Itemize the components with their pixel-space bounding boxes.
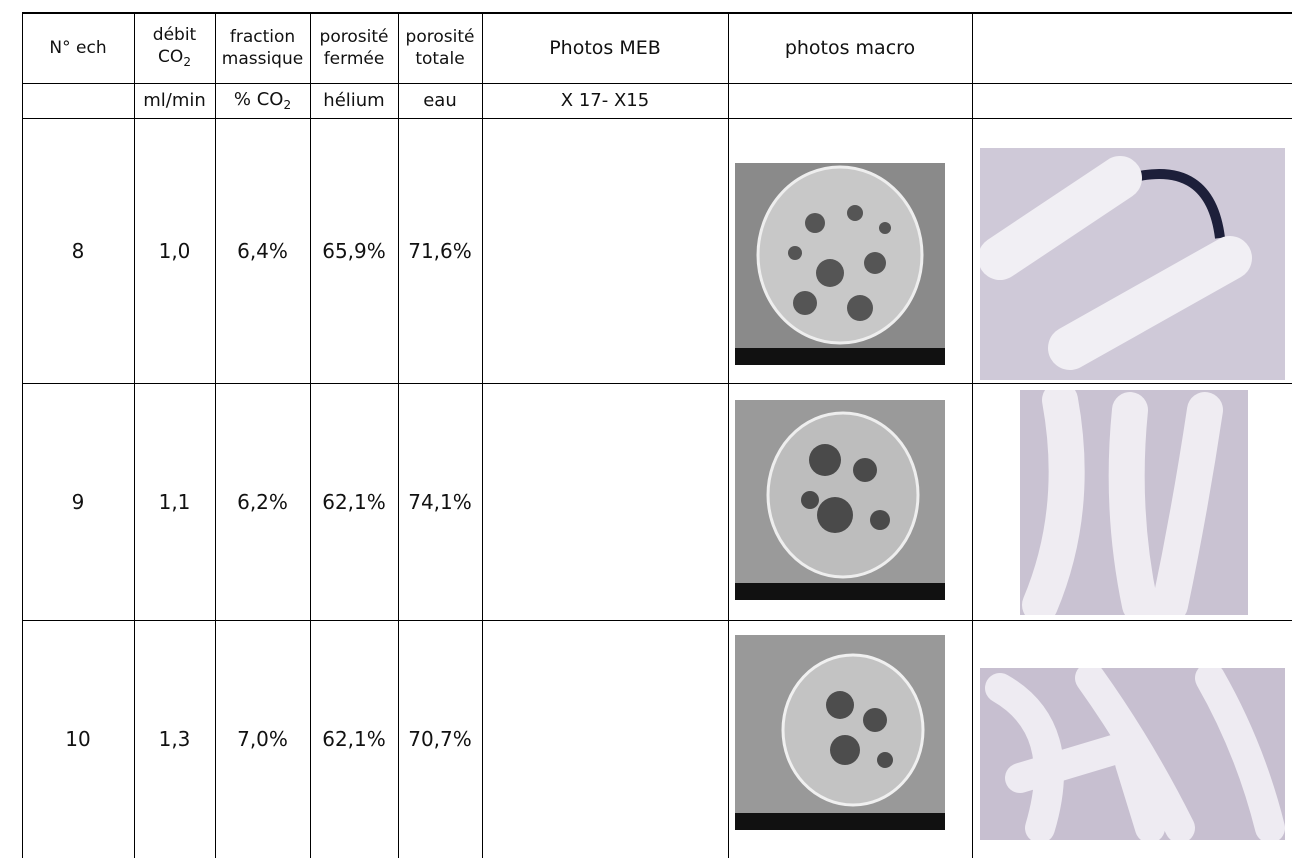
cell-value: 8 [71, 238, 85, 263]
data-cell: 1,1 [134, 383, 215, 620]
header-text: massique [221, 49, 304, 69]
data-cell: 70,7% [398, 620, 482, 858]
unit-cell: eau [398, 83, 482, 118]
header-line: CO2 [158, 46, 191, 73]
unit-line: X 17- X15 [561, 90, 649, 111]
data-cell: 65,9% [310, 118, 398, 383]
cell-value: 1,1 [158, 489, 191, 514]
header-line: débit [153, 24, 196, 46]
cell-value: 1,0 [158, 238, 191, 263]
header-line: fraction [230, 26, 295, 48]
header-cell: N° ech [22, 13, 134, 83]
data-cell: 9 [22, 383, 134, 620]
macro-photo [980, 148, 1285, 380]
sem-photo [735, 163, 945, 365]
unit-line: eau [423, 90, 457, 111]
header-line: fermée [324, 48, 385, 70]
subscript: 2 [283, 98, 292, 112]
col-border [22, 13, 23, 858]
row-border [22, 620, 1292, 621]
row-border [22, 83, 1292, 84]
col-border [310, 13, 311, 858]
header-text: photos macro [784, 37, 916, 59]
data-cell: 1,0 [134, 118, 215, 383]
header-cell: porosité totale [398, 13, 482, 83]
header-cell: Photos MEB [482, 13, 728, 83]
macro-photo [980, 668, 1285, 840]
header-cell: porosité fermée [310, 13, 398, 83]
header-line: massique [222, 48, 303, 70]
data-cell: 62,1% [310, 620, 398, 858]
data-cell: 1,3 [134, 620, 215, 858]
cell-value: 74,1% [408, 489, 472, 514]
unit-cell: hélium [310, 83, 398, 118]
header-line: N° ech [49, 37, 106, 59]
header-text: Photos MEB [549, 37, 661, 59]
sem-photo [735, 635, 945, 830]
unit-text: X 17- X15 [560, 90, 650, 111]
row-border [22, 118, 1292, 119]
data-cell: 7,0% [215, 620, 310, 858]
header-text: débit [152, 24, 197, 45]
cell-value: 71,6% [408, 238, 472, 263]
header-text: porosité [319, 27, 389, 47]
header-text: fermée [323, 49, 385, 69]
col-border [398, 13, 399, 858]
macro-photo [1020, 390, 1248, 615]
header-line: porosité [320, 26, 389, 48]
data-cell: 62,1% [310, 383, 398, 620]
unit-text: eau [423, 90, 457, 111]
cell-value: 9 [71, 489, 85, 514]
data-cell: 6,2% [215, 383, 310, 620]
subscript: 2 [183, 54, 191, 69]
cell-value: 70,7% [408, 727, 472, 751]
col-border [972, 13, 973, 858]
header-text: totale [415, 49, 465, 69]
unit-text: ml/min [143, 90, 206, 111]
header-line: totale [415, 48, 464, 70]
header-text: N° ech [49, 38, 107, 58]
cell-value: 7,0% [237, 727, 288, 751]
unit-text: hélium [323, 90, 385, 111]
header-border [22, 12, 1292, 14]
header-cell: photos macro [728, 13, 972, 83]
col-border [728, 13, 729, 858]
col-border [215, 13, 216, 858]
col-border [482, 13, 483, 858]
cell-value: 62,1% [322, 489, 386, 514]
cell-value: 1,3 [158, 727, 191, 751]
cell-value: 6,4% [237, 238, 288, 263]
header-line: Photos MEB [549, 37, 661, 59]
unit-text: % CO [233, 89, 284, 110]
data-cell: 8 [22, 118, 134, 383]
cell-value: 65,9% [322, 238, 386, 263]
unit-cell: ml/min [134, 83, 215, 118]
unit-line: ml/min [143, 90, 206, 111]
header-text: porosité [405, 27, 475, 47]
unit-line: hélium [323, 90, 384, 111]
unit-cell: % CO2 [215, 83, 310, 118]
cell-value: 10 [65, 727, 91, 751]
data-cell: 71,6% [398, 118, 482, 383]
row-border [22, 383, 1292, 384]
cell-value: 6,2% [237, 489, 288, 514]
header-cell: débit CO2 [134, 13, 215, 83]
header-text: fraction [229, 27, 296, 47]
data-cell: 10 [22, 620, 134, 858]
unit-cell: X 17- X15 [482, 83, 728, 118]
data-cell: 74,1% [398, 383, 482, 620]
header-text: CO [158, 46, 184, 67]
cell-value: 62,1% [322, 727, 386, 751]
header-cell: fraction massique [215, 13, 310, 83]
header-line: porosité [406, 26, 475, 48]
header-line: photos macro [785, 37, 915, 59]
unit-line: % CO2 [234, 89, 291, 112]
sem-photo [735, 400, 945, 600]
col-border [134, 13, 135, 858]
data-cell: 6,4% [215, 118, 310, 383]
